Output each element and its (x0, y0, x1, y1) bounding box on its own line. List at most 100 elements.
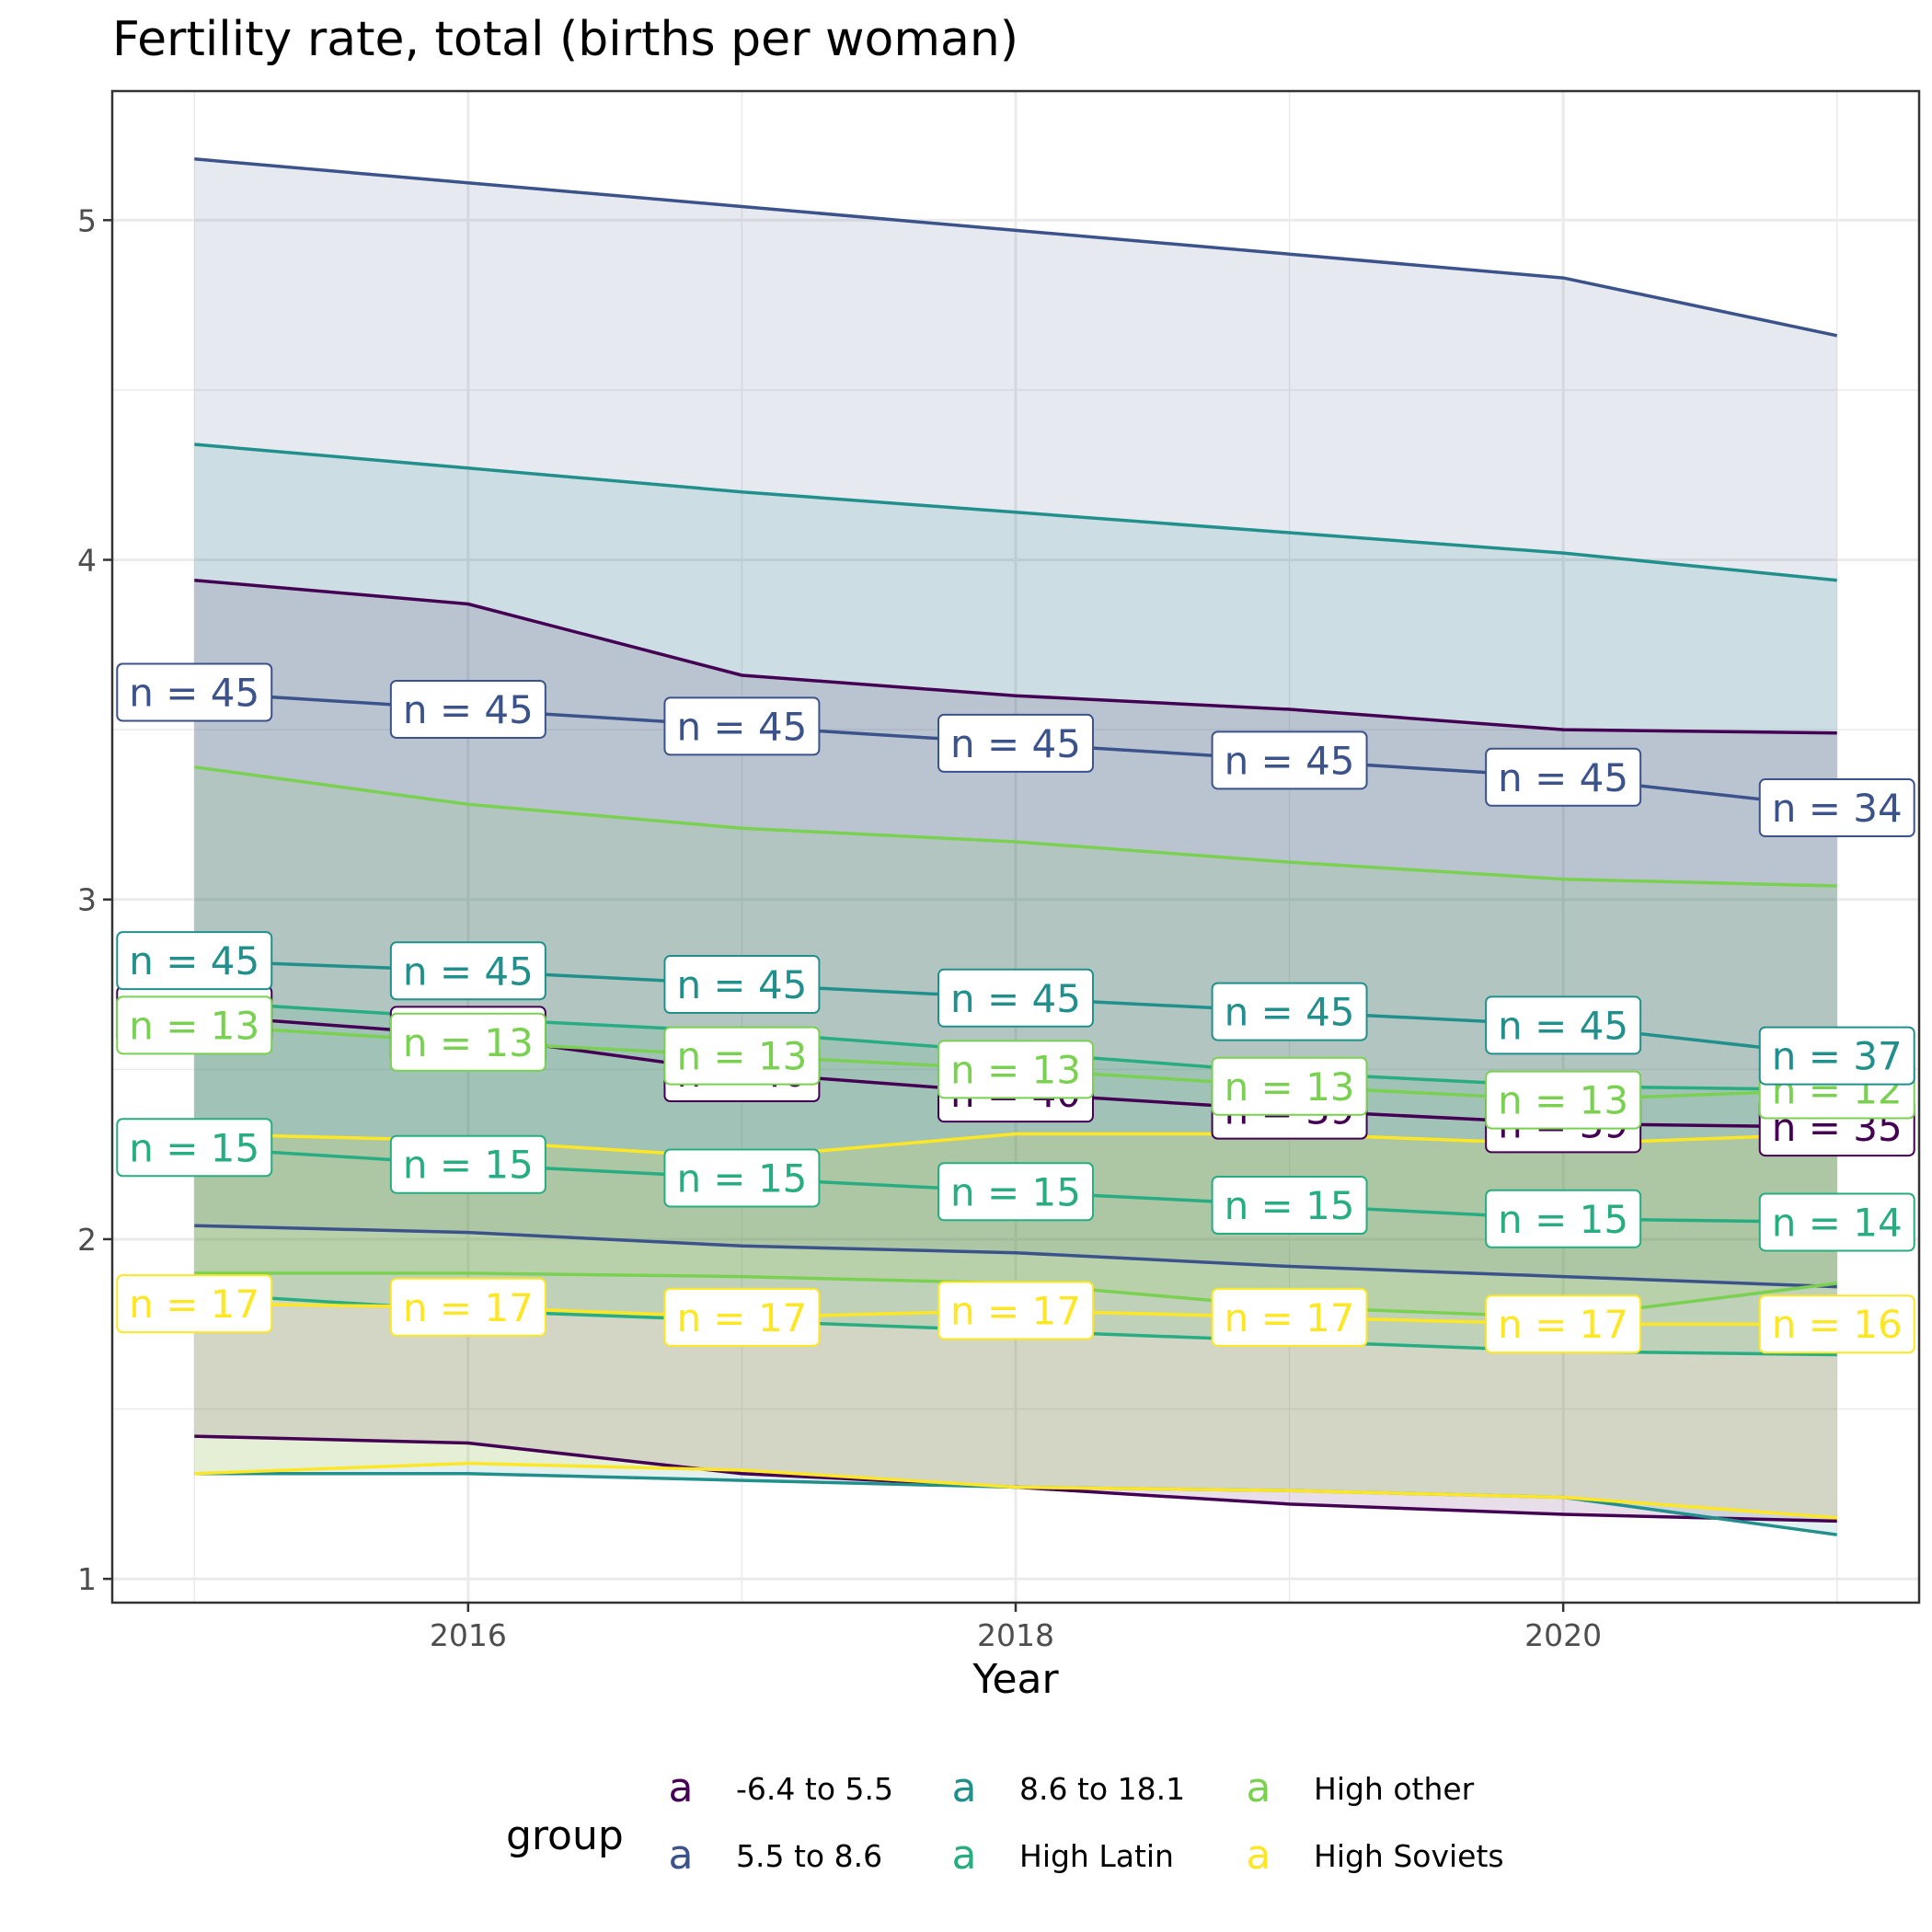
count-label-text: n = 15 (676, 1156, 807, 1201)
count-label: n = 15 (389, 1134, 546, 1194)
count-label-box (116, 1274, 273, 1334)
lower-line-5.5 to 8.6 (194, 1224, 1837, 1289)
legend-key: a (1247, 1832, 1271, 1879)
count-label: n = 17 (116, 1274, 273, 1334)
count-label: n = 45 (116, 662, 273, 722)
y-tick-label: 2 (77, 1222, 97, 1258)
count-label-box (937, 1040, 1094, 1099)
count-label: n = 13 (389, 1012, 546, 1072)
count-label-box (389, 1134, 546, 1194)
count-label-box (937, 968, 1094, 1028)
x-tick-label: 2016 (430, 1617, 507, 1653)
count-label-box (116, 931, 273, 991)
count-label: n = 45 (937, 968, 1094, 1028)
count-label-text: n = 13 (950, 1047, 1081, 1092)
legend: a -6.4 to 5.5 a 5.5 to 8.6 a 8.6 to 18.1 a High… (669, 1765, 1504, 1879)
count-label: n = 17 (1211, 1287, 1368, 1347)
count-label-text: n = 13 (1498, 1078, 1628, 1123)
count-label-box (1211, 1287, 1368, 1347)
count-label-text: n = 17 (676, 1295, 807, 1340)
count-label-box (1485, 1070, 1642, 1130)
count-label-box (389, 679, 546, 739)
count-label-box (116, 995, 273, 1055)
axes: 2016 2018 2020 1 2 3 4 5 (77, 202, 1602, 1653)
count-label: n = 15 (1211, 1176, 1368, 1236)
count-label: n = 45 (1211, 982, 1368, 1041)
count-label-box (1211, 982, 1368, 1041)
count-label-box (389, 941, 546, 1001)
count-label-box (1485, 995, 1642, 1055)
count-label: n = 15 (116, 1118, 273, 1178)
legend-label: 8.6 to 18.1 (1019, 1771, 1185, 1807)
count-label: n = 17 (1485, 1294, 1642, 1354)
legend-item: a -6.4 to 5.5 (669, 1765, 893, 1811)
count-label-text: n = 45 (403, 687, 534, 732)
count-label: n = 15 (937, 1162, 1094, 1222)
count-label-text: n = 17 (129, 1282, 259, 1327)
count-label-box (389, 1012, 546, 1072)
count-label: n = 13 (1485, 1070, 1642, 1130)
count-label: n = 16 (1758, 1294, 1915, 1354)
count-label: n = 34 (1758, 778, 1915, 838)
legend-key: a (669, 1832, 694, 1879)
count-label-text: n = 45 (1498, 1003, 1628, 1048)
count-label-box (663, 696, 821, 756)
count-label-text: n = 14 (1772, 1200, 1903, 1245)
legend-label: -6.4 to 5.5 (736, 1771, 893, 1807)
legend-label: High Soviets (1314, 1838, 1504, 1874)
count-label: n = 13 (663, 1026, 821, 1086)
count-label-box (1758, 778, 1915, 838)
count-label-box (937, 1162, 1094, 1222)
y-tick-label: 5 (77, 202, 97, 238)
count-label: n = 45 (1485, 747, 1642, 807)
count-label: n = 17 (663, 1287, 821, 1347)
chart-title: Fertility rate, total (births per woman) (112, 12, 1018, 67)
count-label-text: n = 37 (1772, 1034, 1903, 1079)
count-label: n = 17 (389, 1277, 546, 1337)
count-label-box (1211, 1176, 1368, 1236)
count-label: n = 45 (116, 931, 273, 991)
legend-label: High Latin (1019, 1838, 1174, 1874)
count-label-text: n = 16 (1772, 1302, 1903, 1347)
count-label-text: n = 45 (129, 938, 259, 983)
count-label-box (116, 1118, 273, 1178)
legend-label: 5.5 to 8.6 (736, 1838, 882, 1874)
count-label-text: n = 17 (1225, 1295, 1355, 1340)
count-label-text: n = 15 (1498, 1197, 1628, 1242)
count-label-text: n = 17 (403, 1285, 534, 1330)
count-label-text: n = 15 (403, 1143, 534, 1188)
count-label: n = 13 (937, 1040, 1094, 1099)
upper-line--6.4 to 5.5 (194, 578, 1837, 735)
legend-item: a High other (1247, 1765, 1475, 1811)
count-label: n = 15 (663, 1148, 821, 1208)
count-label-text: n = 13 (403, 1020, 534, 1065)
upper-line-High other (194, 765, 1837, 888)
count-label-text: n = 45 (950, 976, 1081, 1021)
count-label: n = 17 (937, 1281, 1094, 1340)
count-label-text: n = 45 (129, 671, 259, 716)
count-label: n = 15 (1485, 1189, 1642, 1248)
count-label-text: n = 13 (676, 1034, 807, 1079)
count-label-text: n = 17 (1498, 1302, 1628, 1347)
count-label-text: n = 13 (129, 1003, 259, 1048)
legend-item: a High Latin (952, 1832, 1174, 1879)
count-label: n = 45 (1211, 730, 1368, 790)
count-label: n = 45 (389, 941, 546, 1001)
count-label: n = 14 (1758, 1192, 1915, 1252)
count-label-text: n = 45 (1225, 990, 1355, 1035)
y-tick-label: 4 (77, 543, 97, 579)
count-label: n = 13 (1211, 1056, 1368, 1116)
legend-item: a 5.5 to 8.6 (669, 1832, 883, 1879)
x-tick-label: 2018 (977, 1617, 1054, 1653)
count-label-box (937, 1281, 1094, 1340)
y-tick-label: 3 (77, 882, 97, 918)
count-label: n = 45 (1485, 995, 1642, 1055)
count-label-text: n = 45 (1225, 738, 1355, 783)
count-label-box (1485, 1294, 1642, 1354)
count-label-box (1485, 1189, 1642, 1248)
lower-line-High Soviets (194, 1461, 1837, 1520)
count-label-text: n = 17 (950, 1288, 1081, 1333)
count-label-box (389, 1277, 546, 1337)
count-label-text: n = 13 (1225, 1064, 1355, 1110)
